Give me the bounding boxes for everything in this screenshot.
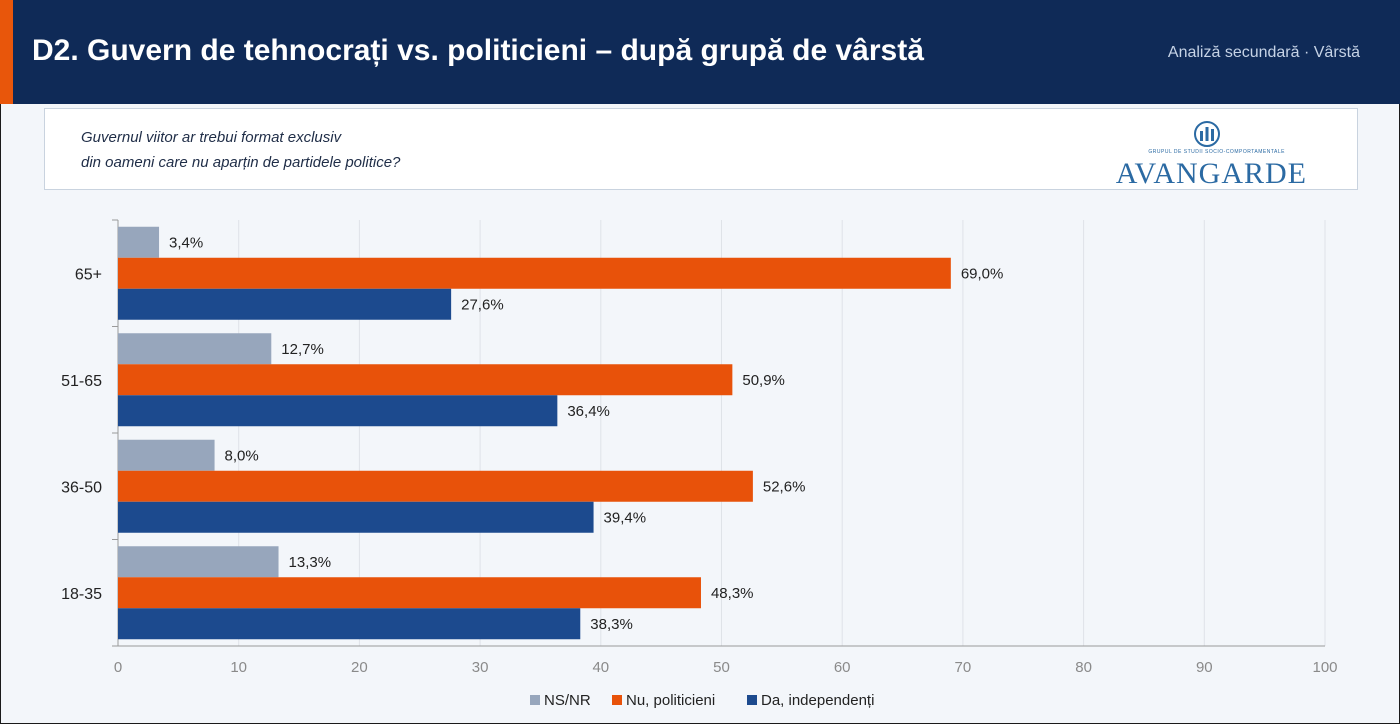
bar-nu-politicieni-51-65: [118, 364, 733, 396]
page-title: D2. Guvern de tehnocrați vs. politicieni…: [32, 34, 924, 67]
bar-ns-nr-18-35: [118, 546, 279, 578]
header-accent-stripe: [0, 0, 13, 104]
legend-swatch-ns-nr: [530, 695, 540, 705]
legend-swatch-nu-politicieni: [612, 695, 622, 705]
bar-nu-politicieni-65+: [118, 257, 951, 289]
bar-ns-nr-51-65: [118, 333, 272, 365]
bar-nu-politicieni-18-35: [118, 577, 701, 609]
x-tick-label-80: 80: [1075, 659, 1092, 676]
bar-da-independen-i-65+: [118, 288, 452, 320]
bar-ns-nr-65+: [118, 226, 160, 258]
header-bar: D2. Guvern de tehnocrați vs. politicieni…: [0, 0, 1400, 104]
page-subtitle: Analiză secundară · Vârstă: [1167, 44, 1360, 61]
category-label-18-35: 18-35: [61, 586, 102, 603]
x-tick-label-0: 0: [114, 659, 122, 676]
x-tick-label-40: 40: [592, 659, 609, 676]
data-label-nu-politicieni-18-35: 48,3%: [711, 585, 754, 602]
category-label-65+: 65+: [75, 266, 102, 283]
x-tick-label-50: 50: [713, 659, 730, 676]
x-tick-label-90: 90: [1196, 659, 1213, 676]
logo-tagline: GRUPUL DE STUDII SOCIO-COMPORTAMENTALE: [1148, 149, 1285, 155]
data-label-da-independen-i-65+: 27,6%: [461, 296, 504, 313]
bar-da-independen-i-51-65: [118, 395, 558, 427]
logo-mark-icon: [1194, 121, 1220, 147]
data-label-ns-nr-36-50: 8,0%: [225, 447, 259, 464]
data-label-nu-politicieni-36-50: 52,6%: [763, 478, 806, 495]
x-tick-label-10: 10: [230, 659, 247, 676]
question-line-2: din oameni care nu aparțin de partidele …: [81, 154, 401, 171]
x-tick-label-60: 60: [834, 659, 851, 676]
data-label-ns-nr-65+: 3,4%: [169, 234, 203, 251]
data-label-nu-politicieni-65+: 69,0%: [961, 265, 1004, 282]
question-box: Guvernul viitor ar trebui format exclusi…: [44, 108, 1358, 190]
question-line-1: Guvernul viitor ar trebui format exclusi…: [81, 129, 342, 146]
avangarde-logo: GRUPUL DE STUDII SOCIO-COMPORTAMENTALE A…: [1107, 117, 1307, 190]
bar-da-independen-i-18-35: [118, 608, 581, 640]
bar-nu-politicieni-36-50: [118, 470, 753, 502]
data-label-ns-nr-18-35: 13,3%: [289, 554, 332, 571]
legend-label-da-independen-i: Da, independenți: [761, 692, 874, 709]
category-label-36-50: 36-50: [61, 479, 102, 496]
data-label-ns-nr-51-65: 12,7%: [281, 341, 324, 358]
legend-swatch-da-independen-i: [747, 695, 757, 705]
data-label-nu-politicieni-51-65: 50,9%: [742, 372, 785, 389]
data-label-da-independen-i-51-65: 36,4%: [567, 403, 610, 420]
data-label-da-independen-i-36-50: 39,4%: [604, 509, 647, 526]
x-tick-label-30: 30: [472, 659, 489, 676]
x-tick-label-20: 20: [351, 659, 368, 676]
bar-ns-nr-36-50: [118, 439, 215, 471]
bar-da-independen-i-36-50: [118, 501, 594, 533]
category-label-51-65: 51-65: [61, 373, 102, 390]
legend-label-ns-nr: NS/NR: [544, 692, 591, 709]
x-tick-label-70: 70: [955, 659, 972, 676]
data-label-da-independen-i-18-35: 38,3%: [590, 616, 633, 633]
x-tick-label-100: 100: [1312, 659, 1337, 676]
logo-brand: AVANGARDE: [1115, 157, 1307, 190]
legend-label-nu-politicieni: Nu, politicieni: [626, 692, 715, 709]
